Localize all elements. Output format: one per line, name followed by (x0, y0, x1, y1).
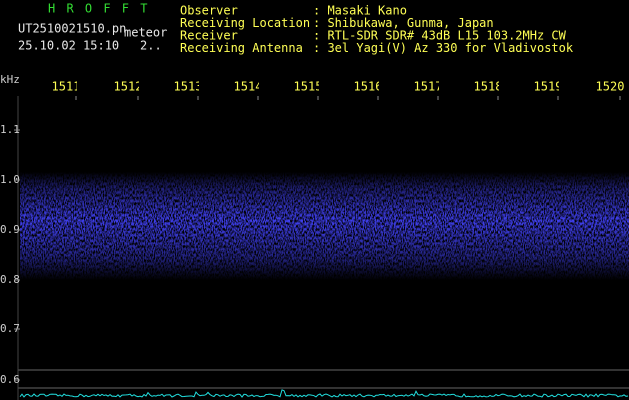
x-label: 1519 (534, 80, 563, 94)
datetime: 25.10.02 15:10 (18, 39, 119, 53)
y-label: 1.1 (0, 123, 20, 136)
x-label: 1513 (174, 80, 203, 94)
y-unit: kHz (0, 73, 20, 86)
y-label: 0.8 (0, 273, 20, 286)
x-label: 1518 (474, 80, 503, 94)
y-label: 1.0 (0, 173, 20, 186)
y-label: 0.6 (0, 373, 20, 386)
x-label: 1516 (354, 80, 383, 94)
file-name: UT2510021510.pn (18, 22, 126, 36)
spectrogram (20, 172, 629, 280)
info-value: : Shibukawa, Gunma, Japan (313, 16, 494, 30)
extra: 2.. (140, 39, 162, 53)
signal-trace (19, 389, 629, 398)
x-label: 1520 (596, 80, 625, 94)
y-label: 0.9 (0, 223, 20, 236)
tag: meteor (124, 26, 167, 40)
app-title: H R O F F T (48, 2, 149, 16)
x-label: 1512 (114, 80, 143, 94)
info-value: : 3el Yagi(V) Az 330 for Vladivostok (313, 41, 574, 55)
x-label: 1515 (294, 80, 323, 94)
info-label: Receiving Antenna (180, 41, 303, 55)
info-value: : RTL-SDR SDR# 43dB L15 103.2MHz CW (313, 29, 567, 43)
info-value: : Masaki Kano (313, 4, 407, 18)
y-label: 0.7 (0, 322, 20, 335)
x-label: 1517 (414, 80, 443, 94)
info-label: Receiving Location (180, 16, 310, 30)
x-label: 1511 (52, 80, 81, 94)
info-label: Receiver (180, 29, 238, 43)
x-label: 1514 (234, 80, 263, 94)
band-fade (20, 172, 629, 280)
info-label: Observer (180, 4, 238, 18)
